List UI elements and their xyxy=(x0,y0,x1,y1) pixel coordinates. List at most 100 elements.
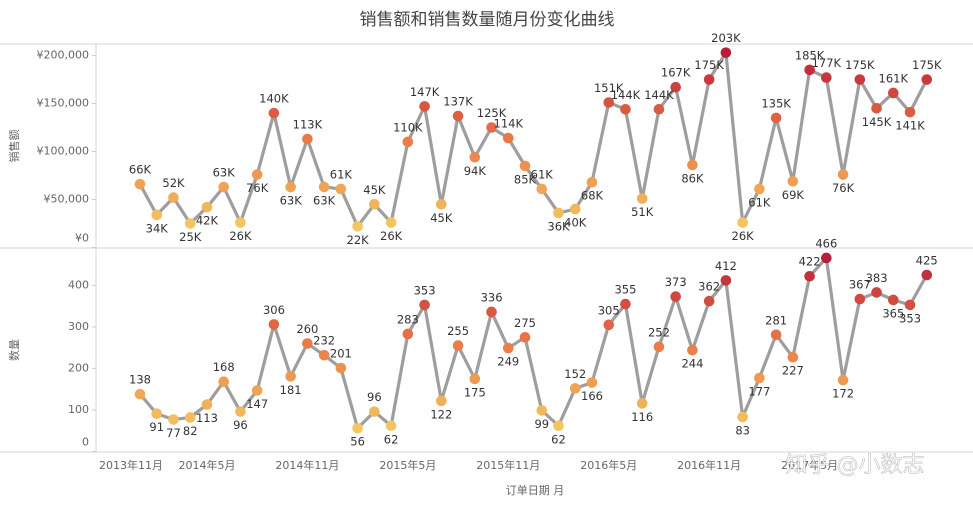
data-point xyxy=(369,406,380,417)
data-label: 275 xyxy=(514,316,536,330)
watermark: 知乎 @小数志 xyxy=(786,453,925,478)
data-label: 152 xyxy=(564,367,586,381)
data-point xyxy=(385,217,397,228)
data-label: 373 xyxy=(665,275,687,289)
x-tick-label: 2015年5月 xyxy=(379,458,436,472)
data-label: 255 xyxy=(447,324,469,338)
data-point xyxy=(318,181,330,193)
data-label: 227 xyxy=(782,364,804,378)
data-label: 140K xyxy=(259,92,289,106)
data-point xyxy=(787,351,799,363)
data-label: 62 xyxy=(384,432,399,446)
data-label: 232 xyxy=(313,334,335,348)
data-point xyxy=(318,349,330,361)
data-label: 82 xyxy=(183,424,198,438)
data-point xyxy=(486,122,497,133)
data-point xyxy=(787,175,799,187)
x-tick-label: 2014年11月 xyxy=(275,458,339,472)
data-point xyxy=(821,72,832,83)
data-point xyxy=(436,395,447,407)
data-label: 383 xyxy=(866,271,888,285)
data-point xyxy=(502,132,514,144)
data-point xyxy=(235,217,246,228)
data-label: 76K xyxy=(246,181,269,195)
data-label: 61K xyxy=(748,195,771,209)
data-point xyxy=(737,411,748,423)
data-point xyxy=(536,183,548,195)
data-label: 25K xyxy=(179,230,202,244)
data-label: 91 xyxy=(149,420,164,434)
data-point xyxy=(268,319,280,330)
data-label: 99 xyxy=(534,417,549,431)
data-label: 135K xyxy=(761,96,791,110)
data-point xyxy=(536,405,548,416)
data-point xyxy=(486,306,497,318)
data-label: 141K xyxy=(895,119,925,133)
data-label: 367 xyxy=(849,278,871,292)
data-point xyxy=(168,414,179,425)
data-point xyxy=(737,217,748,228)
y-axis-title: 数量 xyxy=(8,339,21,361)
data-point xyxy=(770,112,782,124)
data-label: 63K xyxy=(280,194,303,208)
data-label: 177K xyxy=(812,56,842,70)
data-point xyxy=(569,383,581,394)
data-point xyxy=(402,328,414,340)
data-point xyxy=(251,385,263,396)
chart-title: 销售额和销售数量随月份变化曲线 xyxy=(360,10,615,30)
data-label: 26K xyxy=(732,229,755,243)
data-point xyxy=(151,209,163,221)
data-label: 201 xyxy=(330,347,352,361)
data-point xyxy=(436,199,447,210)
data-point xyxy=(720,47,732,58)
data-point xyxy=(904,106,916,118)
data-point xyxy=(218,376,229,388)
data-point xyxy=(235,406,246,417)
data-label: 172 xyxy=(832,387,854,401)
data-label: 42K xyxy=(196,214,219,228)
data-point xyxy=(419,299,430,311)
data-point xyxy=(754,183,765,195)
data-label: 161K xyxy=(879,71,909,85)
x-tick-label: 2014年5月 xyxy=(178,458,235,472)
data-label: 40K xyxy=(564,216,587,230)
data-point xyxy=(703,295,715,307)
data-label: 76K xyxy=(832,181,855,195)
data-label: 68K xyxy=(581,189,604,203)
data-label: 36K xyxy=(547,219,570,233)
data-label: 175K xyxy=(912,58,942,72)
data-label: 45K xyxy=(363,183,386,197)
data-label: 113 xyxy=(196,411,218,425)
data-point xyxy=(837,374,849,386)
data-label: 52K xyxy=(162,176,185,190)
data-label: 175K xyxy=(845,58,875,72)
data-label: 306 xyxy=(263,303,285,317)
data-point xyxy=(569,203,581,215)
data-label: 69K xyxy=(782,188,805,202)
series-line xyxy=(138,51,929,228)
y-tick-label: 0 xyxy=(82,436,89,449)
data-label: 422 xyxy=(799,255,821,269)
data-label: 167K xyxy=(661,66,691,80)
data-point xyxy=(653,103,665,115)
data-label: 177 xyxy=(748,384,770,398)
data-point xyxy=(687,344,698,356)
y-tick-label: 300 xyxy=(68,320,89,333)
data-point xyxy=(335,362,347,374)
y-tick-label: ¥0 xyxy=(75,232,89,245)
data-label: 166 xyxy=(581,389,603,403)
data-point xyxy=(888,294,899,306)
data-label: 26K xyxy=(229,229,252,243)
data-point xyxy=(653,341,665,353)
data-point xyxy=(603,319,615,331)
data-label: 96 xyxy=(367,390,382,404)
data-point xyxy=(184,412,196,423)
y-tick-label: 400 xyxy=(68,278,89,291)
data-label: 86K xyxy=(681,171,704,185)
data-point xyxy=(586,176,598,188)
data-label: 168 xyxy=(213,360,235,374)
data-label: 181 xyxy=(280,383,302,397)
data-label: 305 xyxy=(598,303,620,317)
data-point xyxy=(821,252,832,264)
